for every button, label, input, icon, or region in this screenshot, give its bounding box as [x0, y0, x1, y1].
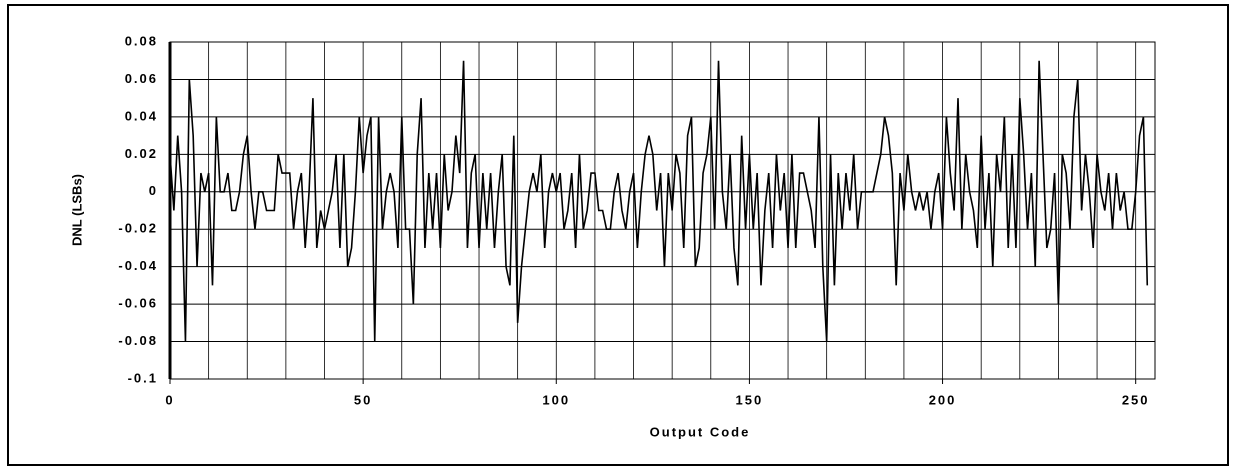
y-tick-label: 0.02: [125, 146, 158, 161]
series-line: [169, 60, 1149, 342]
y-tick-label: 0.04: [125, 108, 158, 123]
y-tick-label: 0.08: [125, 33, 158, 48]
x-tick-label: 150: [736, 392, 764, 407]
y-axis-label: DNL (LSBs): [69, 174, 84, 246]
y-tick-label: -0.04: [118, 258, 158, 273]
y-tick-label: 0: [149, 183, 158, 198]
x-tick-label: 250: [1122, 392, 1150, 407]
y-tick-label: 0.06: [125, 71, 158, 86]
y-tick-label: -0.06: [118, 296, 158, 311]
x-tick-label: 200: [929, 392, 957, 407]
y-tick-label: -0.08: [118, 333, 158, 348]
x-tick-label: 0: [165, 392, 174, 407]
x-tick-label: 100: [542, 392, 570, 407]
y-tick-label: -0.1: [128, 370, 158, 385]
x-axis-label: Output Code: [650, 424, 751, 439]
x-tick-label: 50: [354, 392, 372, 407]
y-tick-label: -0.02: [118, 221, 158, 236]
